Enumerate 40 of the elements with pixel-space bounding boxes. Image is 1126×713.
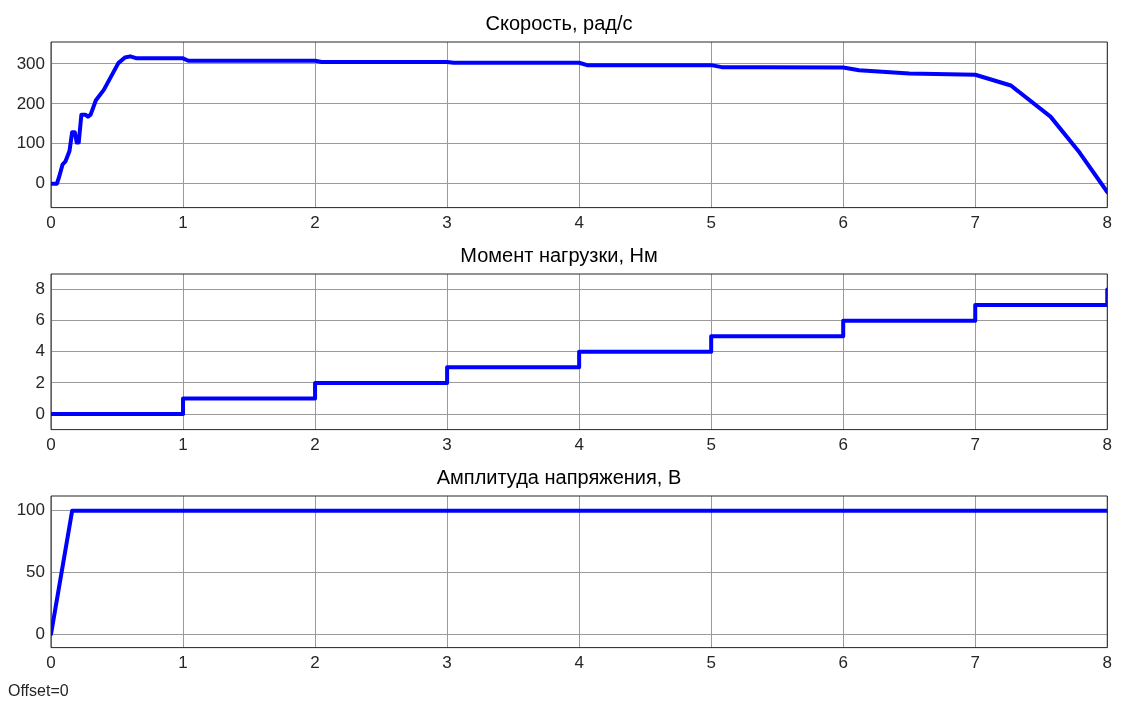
- x-tick-label: 6: [838, 435, 848, 455]
- x-tick-label: 7: [970, 213, 980, 233]
- chart-title: Скорость, рад/с: [485, 11, 633, 34]
- x-tick-label: 5: [706, 435, 716, 455]
- x-tick-label: 6: [838, 213, 848, 233]
- chart-title: Момент нагрузки, Нм: [460, 243, 658, 266]
- y-tick-label: 2: [35, 372, 45, 392]
- y-tick-label: 4: [35, 341, 45, 361]
- x-tick-label: 3: [442, 213, 452, 233]
- x-tick-label: 7: [970, 653, 980, 673]
- x-tick-label: 8: [1102, 213, 1113, 233]
- x-tick-label: 4: [574, 653, 584, 673]
- x-tick-label: 7: [970, 435, 980, 455]
- x-tick-label: 4: [574, 213, 584, 233]
- y-tick-label: 6: [35, 310, 45, 330]
- x-tick-label: 1: [178, 653, 188, 673]
- x-tick-label: 1: [178, 213, 188, 233]
- x-tick-label: 8: [1102, 435, 1113, 455]
- y-tick-label: 0: [35, 623, 45, 643]
- x-tick-label: 4: [574, 435, 584, 455]
- x-tick-label: 2: [310, 653, 320, 673]
- y-tick-label: 100: [16, 500, 45, 520]
- y-tick-label: 0: [35, 173, 45, 193]
- y-tick-label: 50: [26, 562, 45, 582]
- text: Offset=0: [8, 682, 70, 700]
- y-tick-label: 300: [16, 53, 45, 73]
- x-tick-label: 5: [706, 653, 716, 673]
- x-tick-label: 5: [706, 213, 716, 233]
- x-tick-label: 2: [310, 213, 320, 233]
- chart-title: Амплитуда напряжения, В: [436, 465, 682, 488]
- x-tick-label: 6: [838, 653, 848, 673]
- x-tick-label: 3: [442, 653, 452, 673]
- y-tick-label: 100: [16, 133, 45, 153]
- x-tick-label: 2: [310, 435, 320, 455]
- x-tick-label: 3: [442, 435, 452, 455]
- y-tick-label: 200: [16, 93, 45, 113]
- y-tick-label: 8: [35, 279, 45, 299]
- x-tick-label: 8: [1102, 653, 1113, 673]
- x-tick-label: 1: [178, 435, 188, 455]
- y-tick-label: 0: [35, 403, 45, 423]
